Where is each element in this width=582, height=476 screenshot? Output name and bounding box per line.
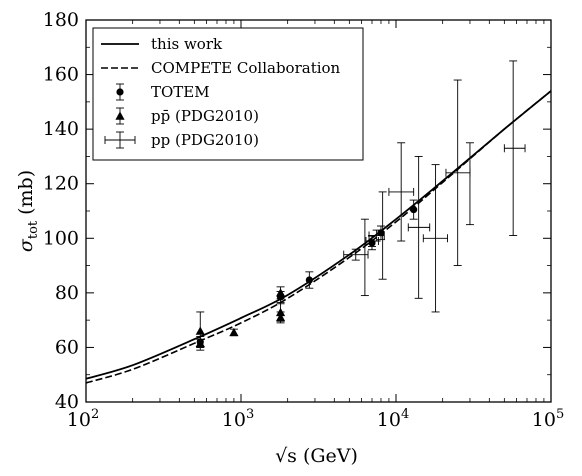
markers-layer (195, 206, 418, 348)
y-tick-label-0: 40 (55, 391, 79, 413)
ppbar-point-0 (195, 338, 205, 348)
errorbars-layer (196, 60, 526, 351)
legend: this work COMPETE Collaboration TOTEM pp… (92, 27, 364, 161)
curves-layer (85, 90, 552, 384)
y-axis-subscript: tot (26, 220, 41, 239)
legend-label-totem: TOTEM (151, 83, 210, 101)
y-tick-label-7: 180 (43, 9, 79, 31)
legend-label-pp: pp (PDG2010) (151, 131, 259, 149)
legend-label-compete: COMPETE Collaboration (151, 59, 341, 77)
x-tick-label-2: 104 (377, 407, 409, 431)
x-axis-unit: (GeV) (303, 445, 358, 467)
curve-compete (85, 90, 552, 384)
legend-symbols (101, 43, 139, 149)
y-tick-label-6: 160 (43, 64, 79, 86)
y-axis-label: σtot (mb) (15, 170, 41, 252)
totem-point-4 (377, 229, 385, 237)
x-tick-label-1: 103 (222, 407, 254, 431)
totem-point-2 (305, 276, 313, 284)
y-tick-label-5: 140 (43, 118, 79, 140)
y-tick-label-3: 100 (43, 227, 79, 249)
legend-ppbar-marker (115, 111, 125, 120)
y-tick-label-4: 120 (43, 173, 79, 195)
ppbar-point-3 (275, 307, 286, 317)
totem-point-3 (368, 239, 376, 247)
ppbar-point-1 (195, 326, 205, 335)
y-tick-label-1: 60 (55, 336, 79, 358)
x-tick-label-3: 105 (532, 407, 564, 431)
y-tick-label-2: 80 (55, 282, 79, 304)
y-axis-symbol: σ (15, 238, 37, 252)
ticks-layer: 40 60 80 100 120 140 160 180 102 103 104 105 (43, 9, 565, 431)
legend-label-this-work: this work (151, 35, 223, 53)
legend-totem-marker (116, 88, 124, 96)
ppbar-point-2 (229, 327, 239, 337)
totem-point-5 (410, 206, 418, 214)
ppbar-point-4 (275, 312, 286, 322)
x-tick-label-0: 102 (67, 407, 99, 431)
x-axis-label: √s (GeV) (275, 445, 358, 467)
legend-label-ppbar: pp̄ (PDG2010) (151, 107, 259, 125)
legend-box (92, 27, 364, 161)
y-axis-unit: (mb) (15, 170, 37, 215)
ppbar-point-5 (275, 288, 286, 297)
x-axis-symbol: √s (275, 445, 297, 467)
